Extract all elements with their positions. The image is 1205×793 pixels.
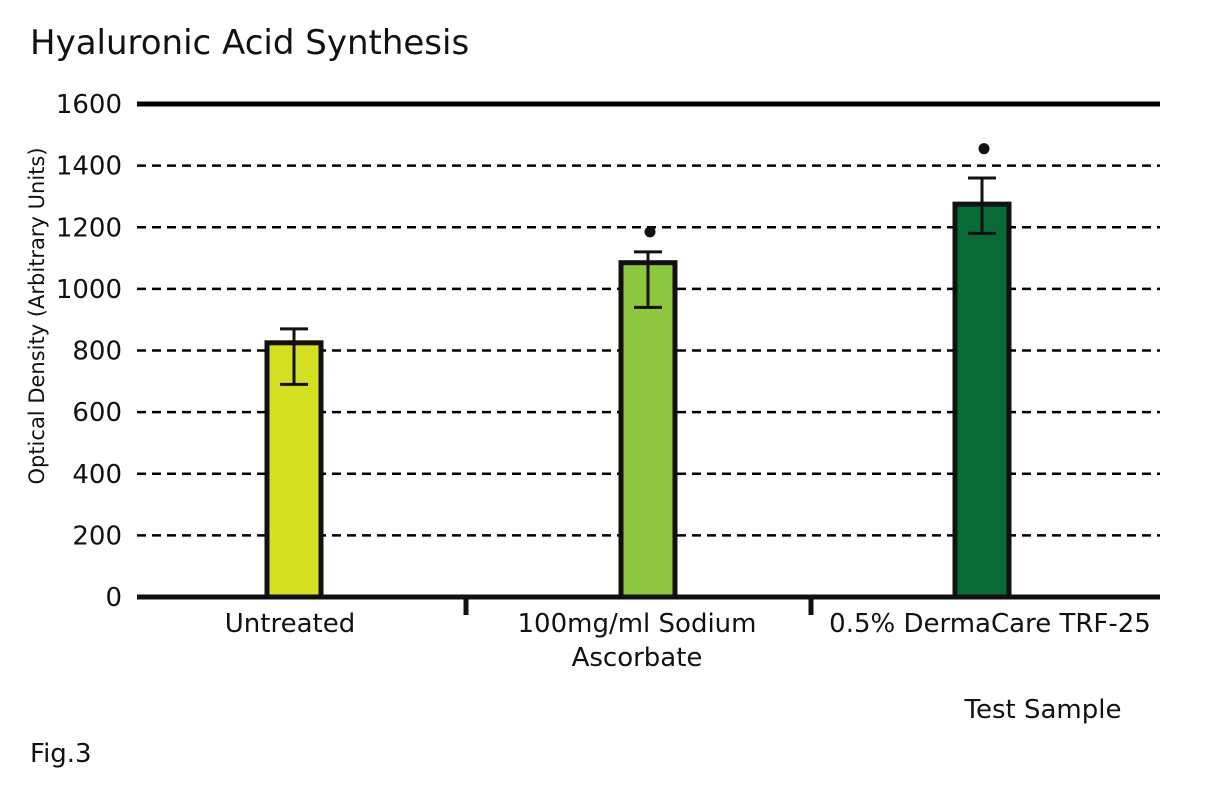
bars: [264, 143, 1012, 600]
y-tick-1000: 1000: [56, 275, 122, 305]
y-tick-600: 600: [72, 398, 122, 428]
y-tick-0: 0: [105, 583, 122, 613]
y-tick-800: 800: [72, 337, 122, 367]
x-axis: [137, 594, 1160, 615]
figure-label: Fig.3: [30, 739, 92, 769]
x-tick-label-0: Untreated: [225, 609, 355, 639]
chart-title: Hyaluronic Acid Synthesis: [30, 23, 469, 63]
x-tick-label-1: 100mg/ml Sodium Ascorbate: [518, 609, 757, 673]
x-tick-label-2: 0.5% DermaCare TRF-25: [829, 609, 1151, 639]
x-tick-labels: Untreated 100mg/ml Sodium Ascorbate 0.5% De…: [225, 609, 1151, 673]
x-axis-label: Test Sample: [964, 695, 1122, 725]
x-tick-label-line: 0.5% DermaCare TRF-25: [829, 609, 1151, 639]
y-tick-1600: 1600: [56, 90, 122, 120]
significance-dot-1: [644, 226, 656, 238]
y-tick-200: 200: [72, 521, 122, 551]
x-tick-label-line: Ascorbate: [572, 643, 703, 673]
y-tick-labels: 0 200 400 600 800 1000 1200 1400 1600: [56, 90, 122, 613]
bar-2: [952, 201, 1012, 600]
y-tick-400: 400: [72, 460, 122, 490]
significance-dot-2: [978, 143, 990, 155]
y-tick-1400: 1400: [56, 152, 122, 182]
x-tick-label-line: 100mg/ml Sodium: [518, 609, 757, 639]
bar-1: [618, 260, 678, 600]
y-tick-1200: 1200: [56, 213, 122, 243]
x-tick-label-line: Untreated: [225, 609, 355, 639]
y-axis-label: Optical Density (Arbitrary Units): [25, 147, 49, 484]
